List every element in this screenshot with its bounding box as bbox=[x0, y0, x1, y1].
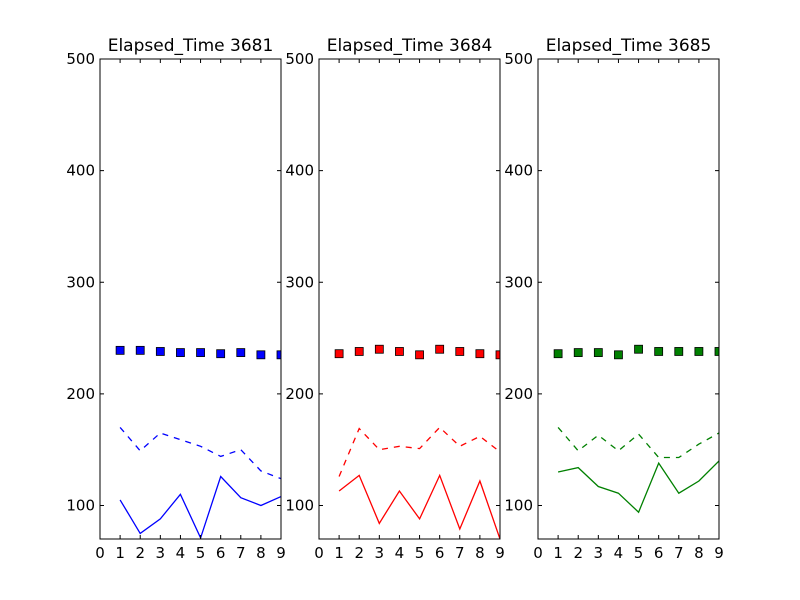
x-tick-label: 9 bbox=[714, 544, 724, 562]
x-tick-label: 7 bbox=[455, 544, 465, 562]
square-marker bbox=[115, 345, 125, 355]
square-marker bbox=[674, 347, 684, 356]
x-tick-label: 7 bbox=[674, 544, 684, 562]
x-tick-label: 1 bbox=[334, 544, 344, 562]
dashed-series-line bbox=[557, 426, 719, 459]
x-tick-label: 5 bbox=[196, 544, 206, 562]
x-tick-label: 3 bbox=[375, 544, 385, 562]
square-marker bbox=[415, 350, 424, 360]
square-marker bbox=[435, 344, 445, 354]
y-tick-label: 300 bbox=[66, 273, 95, 291]
square-marker bbox=[495, 350, 500, 360]
y-tick-label: 200 bbox=[504, 385, 533, 403]
y-tick-label: 300 bbox=[285, 273, 314, 291]
x-tick-label: 6 bbox=[654, 544, 664, 562]
square-marker bbox=[654, 347, 664, 356]
square-marker bbox=[216, 349, 226, 359]
y-tick-label: 400 bbox=[285, 162, 314, 180]
x-tick-label: 9 bbox=[495, 544, 505, 562]
square-marker bbox=[236, 348, 246, 357]
square-marker bbox=[155, 347, 165, 356]
x-tick-label: 9 bbox=[276, 544, 286, 562]
y-tick-label: 300 bbox=[504, 273, 533, 291]
x-tick-label: 1 bbox=[115, 544, 125, 562]
x-tick-label: 8 bbox=[475, 544, 485, 562]
x-tick-label: 0 bbox=[533, 544, 543, 562]
subplot-title: Elapsed_Time 3681 bbox=[108, 36, 274, 56]
square-marker bbox=[276, 350, 281, 360]
x-tick-label: 0 bbox=[95, 544, 105, 562]
dashed-series-line bbox=[119, 426, 281, 480]
y-tick-label: 200 bbox=[285, 385, 314, 403]
square-marker bbox=[374, 344, 384, 354]
x-tick-label: 3 bbox=[156, 544, 166, 562]
subplot-3: 0 1 2 3 4 5 6 7 8 9 100 200 300 400 500 Elapsed_Time 36… bbox=[504, 36, 723, 562]
dashed-series-line bbox=[338, 426, 500, 477]
y-tick-label: 100 bbox=[504, 497, 533, 515]
x-tick-label: 4 bbox=[614, 544, 624, 562]
y-tick-label: 200 bbox=[66, 385, 95, 403]
x-tick-label: 6 bbox=[216, 544, 226, 562]
y-tick-label: 500 bbox=[504, 50, 533, 68]
x-tick-label: 5 bbox=[634, 544, 644, 562]
x-tick-label: 8 bbox=[256, 544, 266, 562]
plot-data bbox=[115, 345, 281, 539]
solid-series-line bbox=[119, 475, 281, 539]
x-tick-label: 6 bbox=[435, 544, 445, 562]
square-marker bbox=[573, 348, 583, 357]
square-marker bbox=[196, 348, 205, 357]
square-marker bbox=[135, 345, 145, 355]
x-tick-label: 5 bbox=[415, 544, 425, 562]
square-marker bbox=[455, 347, 465, 356]
square-marker bbox=[593, 348, 603, 357]
axes-frame bbox=[537, 58, 720, 540]
square-marker bbox=[714, 347, 719, 356]
x-tick-label: 2 bbox=[573, 544, 583, 562]
x-tick-label: 4 bbox=[176, 544, 186, 562]
axes-frame bbox=[318, 58, 501, 540]
y-tick-label: 100 bbox=[285, 497, 314, 515]
square-marker bbox=[256, 350, 266, 360]
square-marker bbox=[176, 348, 185, 357]
x-tick-label: 3 bbox=[594, 544, 604, 562]
y-tick-label: 400 bbox=[66, 162, 95, 180]
y-tick-label: 500 bbox=[66, 50, 95, 68]
subplot-2: 0 1 2 3 4 5 6 7 8 9 100 200 300 400 500 Elapsed_Time 36… bbox=[285, 36, 504, 562]
x-tick-label: 1 bbox=[553, 544, 563, 562]
square-marker bbox=[334, 349, 344, 359]
plot-data bbox=[553, 344, 719, 514]
y-tick-label: 400 bbox=[504, 162, 533, 180]
plot-data bbox=[334, 344, 500, 539]
subplot-1: 0 1 2 3 4 5 6 7 8 9 100 200 300 400 500 Elapsed_Time 36… bbox=[66, 36, 285, 562]
square-marker bbox=[614, 350, 623, 360]
subplot-title: Elapsed_Time 3685 bbox=[546, 36, 712, 56]
x-tick-label: 7 bbox=[236, 544, 246, 562]
square-marker bbox=[553, 349, 563, 359]
square-marker bbox=[634, 344, 643, 354]
subplot-title: Elapsed_Time 3684 bbox=[327, 36, 493, 56]
solid-series-line bbox=[338, 473, 500, 539]
x-tick-label: 2 bbox=[354, 544, 364, 562]
y-tick-label: 100 bbox=[66, 497, 95, 515]
square-marker bbox=[395, 347, 404, 356]
square-marker bbox=[475, 349, 485, 359]
x-tick-label: 8 bbox=[694, 544, 704, 562]
x-tick-label: 2 bbox=[135, 544, 145, 562]
axes-frame bbox=[99, 58, 282, 540]
solid-series-line bbox=[557, 460, 719, 514]
y-tick-label: 500 bbox=[285, 50, 314, 68]
x-tick-label: 0 bbox=[314, 544, 324, 562]
square-marker bbox=[354, 347, 364, 356]
x-tick-label: 4 bbox=[395, 544, 405, 562]
square-marker bbox=[694, 347, 704, 356]
